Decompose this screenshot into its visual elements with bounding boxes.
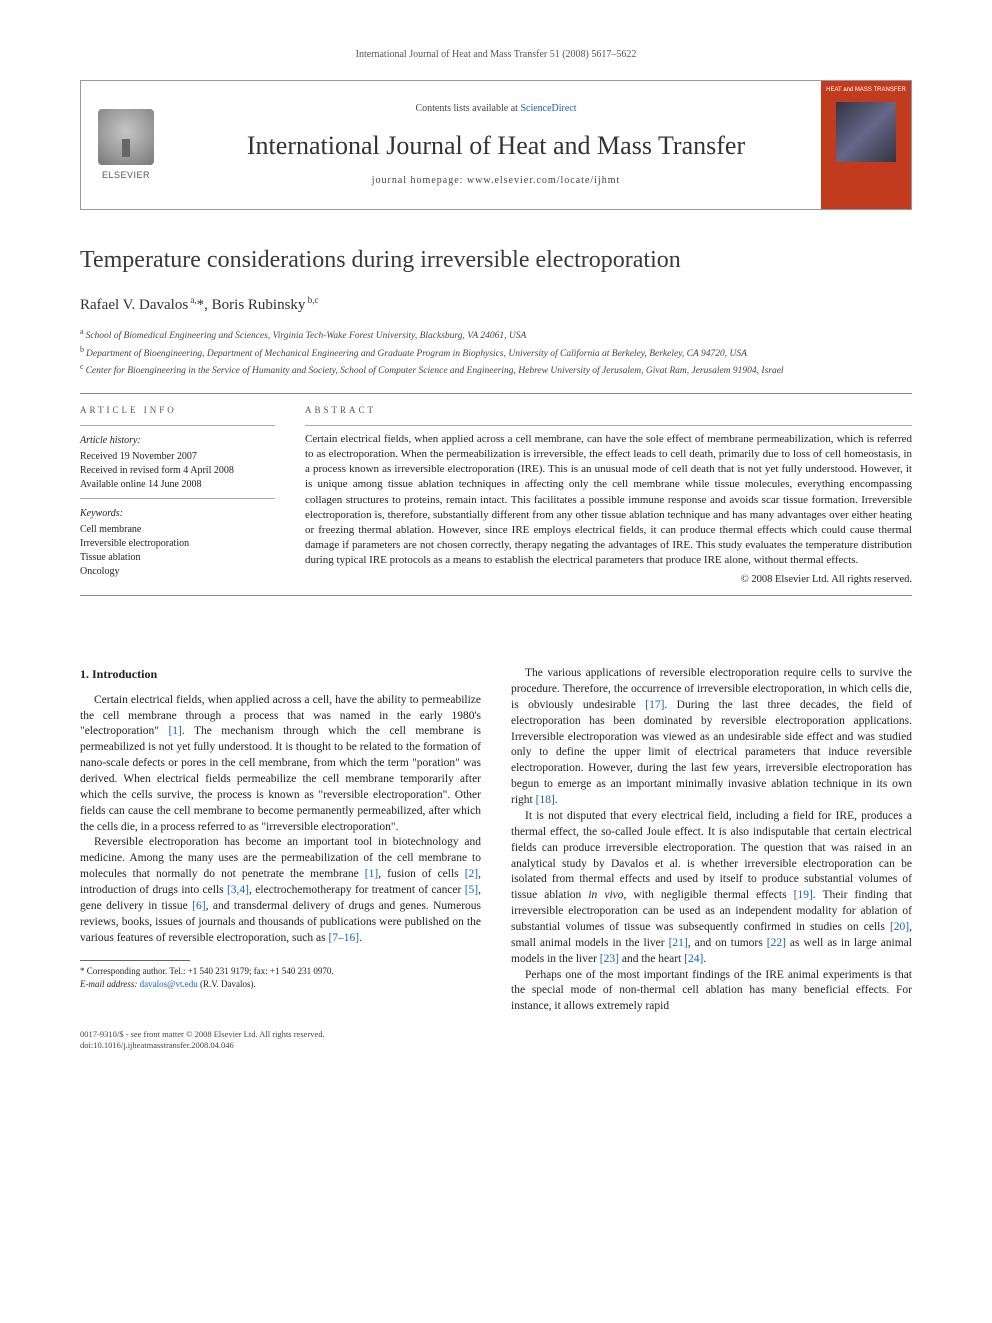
ref-link[interactable]: [17]: [645, 699, 664, 711]
abstract-col: ABSTRACT Certain electrical fields, when…: [305, 404, 912, 587]
ref-link[interactable]: [3,4]: [227, 884, 249, 896]
intro-para-5: Perhaps one of the most important findin…: [511, 968, 912, 1016]
running-head: International Journal of Heat and Mass T…: [80, 48, 912, 62]
left-column: 1. Introduction Certain electrical field…: [80, 666, 481, 1015]
keyword: Cell membrane: [80, 523, 275, 537]
keyword: Oncology: [80, 565, 275, 579]
ref-link[interactable]: [1]: [168, 725, 181, 737]
ref-link[interactable]: [2]: [465, 868, 478, 880]
ref-link[interactable]: [23]: [600, 953, 619, 965]
corr-email-who: (R.V. Davalos).: [200, 979, 256, 989]
info-abstract-row: ARTICLE INFO Article history: Received 1…: [80, 404, 912, 587]
banner-center: Contents lists available at ScienceDirec…: [171, 81, 821, 209]
journal-cover-thumb: HEAT and MASS TRANSFER: [821, 81, 911, 209]
rule-top: [80, 393, 912, 394]
cover-caption: HEAT and MASS TRANSFER: [826, 87, 906, 94]
authors-line: Rafael V. Davalos a,*, Boris Rubinsky b,…: [80, 294, 912, 316]
email-label: E-mail address:: [80, 979, 137, 989]
publisher-name: ELSEVIER: [102, 169, 150, 182]
affiliations: aSchool of Biomedical Engineering and Sc…: [80, 326, 912, 380]
right-column: The various applications of reversible e…: [511, 666, 912, 1015]
contents-prefix: Contents lists available at: [415, 103, 520, 114]
journal-name: International Journal of Heat and Mass T…: [247, 128, 745, 164]
intro-para-1: Certain electrical fields, when applied …: [80, 693, 481, 836]
intro-para-3: The various applications of reversible e…: [511, 666, 912, 809]
article-info-heading: ARTICLE INFO: [80, 404, 275, 417]
ref-link[interactable]: [20]: [890, 921, 909, 933]
bottom-meta: 0017-9310/$ - see front matter © 2008 El…: [80, 1029, 912, 1051]
keywords-label: Keywords:: [80, 507, 275, 521]
page: International Journal of Heat and Mass T…: [0, 0, 992, 1091]
elsevier-tree-icon: [98, 109, 154, 165]
history-online: Available online 14 June 2008: [80, 478, 275, 492]
publisher-logo-block: ELSEVIER: [81, 81, 171, 209]
journal-banner: ELSEVIER Contents lists available at Sci…: [80, 80, 912, 210]
cover-image-icon: [836, 102, 896, 162]
ref-link[interactable]: [22]: [767, 937, 786, 949]
history-revised: Received in revised form 4 April 2008: [80, 464, 275, 478]
corresponding-footnote: * Corresponding author. Tel.: +1 540 231…: [80, 965, 481, 989]
article-title: Temperature considerations during irreve…: [80, 244, 912, 278]
intro-para-4: It is not disputed that every electrical…: [511, 809, 912, 968]
rule-bottom: [80, 595, 912, 596]
ref-link[interactable]: [1]: [365, 868, 378, 880]
affiliation-b: bDepartment of Bioengineering, Departmen…: [80, 344, 912, 362]
abstract-heading: ABSTRACT: [305, 404, 912, 417]
ref-link[interactable]: [19]: [794, 889, 813, 901]
affiliation-a: aSchool of Biomedical Engineering and Sc…: [80, 326, 912, 344]
front-matter-line: 0017-9310/$ - see front matter © 2008 El…: [80, 1029, 912, 1040]
body-columns: 1. Introduction Certain electrical field…: [80, 666, 912, 1015]
sciencedirect-link[interactable]: ScienceDirect: [520, 103, 576, 114]
keyword: Tissue ablation: [80, 551, 275, 565]
corr-email-line: E-mail address: davalos@vt.edu (R.V. Dav…: [80, 978, 481, 990]
history-label: Article history:: [80, 434, 275, 448]
footnote-separator: [80, 960, 190, 961]
section-heading: 1. Introduction: [80, 666, 481, 683]
abstract-copyright: © 2008 Elsevier Ltd. All rights reserved…: [305, 573, 912, 588]
keyword: Irreversible electroporation: [80, 537, 275, 551]
affiliation-c: cCenter for Bioengineering in the Servic…: [80, 361, 912, 379]
contents-available-line: Contents lists available at ScienceDirec…: [415, 102, 576, 116]
ref-link[interactable]: [5]: [465, 884, 478, 896]
abstract-text: Certain electrical fields, when applied …: [305, 432, 912, 569]
intro-para-2: Reversible electroporation has become an…: [80, 835, 481, 946]
ref-link[interactable]: [21]: [669, 937, 688, 949]
article-info-col: ARTICLE INFO Article history: Received 1…: [80, 404, 275, 587]
ref-link[interactable]: [7–16]: [328, 932, 359, 944]
ref-link[interactable]: [18]: [536, 794, 555, 806]
ref-link[interactable]: [6]: [192, 900, 205, 912]
history-received: Received 19 November 2007: [80, 450, 275, 464]
author-affil-sup: b,c: [305, 295, 318, 305]
corr-author-line: * Corresponding author. Tel.: +1 540 231…: [80, 965, 481, 977]
ref-link[interactable]: [24]: [684, 953, 703, 965]
author-affil-sup: a,: [188, 295, 197, 305]
doi-line: doi:10.1016/j.ijheatmasstransfer.2008.04…: [80, 1040, 912, 1051]
corr-email-link[interactable]: davalos@vt.edu: [140, 979, 198, 989]
journal-homepage: journal homepage: www.elsevier.com/locat…: [372, 174, 621, 188]
